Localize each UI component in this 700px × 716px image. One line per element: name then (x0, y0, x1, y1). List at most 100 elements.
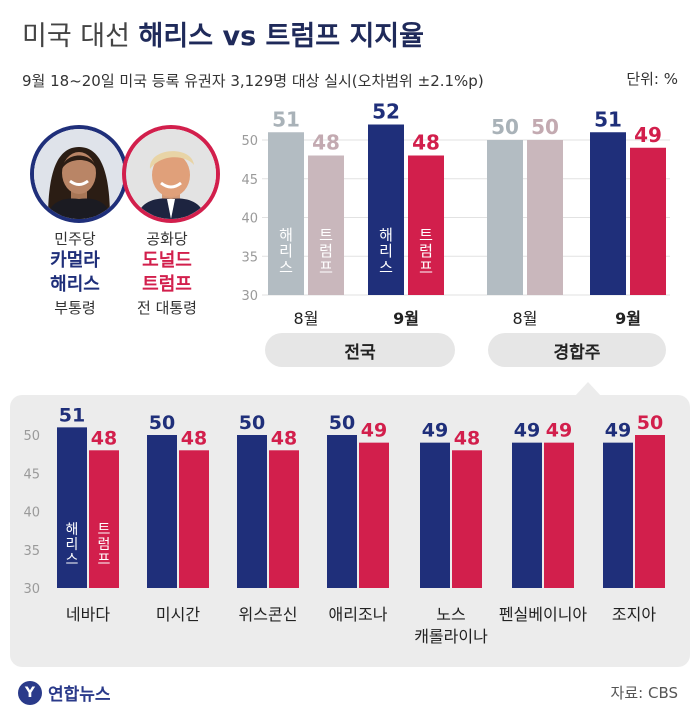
trump-party: 공화당 (146, 230, 188, 248)
harris-name-line1: 카멀라 (50, 250, 100, 271)
source-label: 자료: CBS (610, 684, 678, 702)
harris-party: 민주당 (54, 230, 96, 248)
x-category-label: 9월 (615, 309, 641, 328)
y-tick-label: 50 (241, 134, 258, 149)
trump-info: 공화당 도널드 트럼프 전 대통령 (112, 228, 222, 318)
harris-info: 민주당 카멀라 해리스 부통령 (20, 228, 130, 318)
bar (635, 435, 665, 588)
harris-portrait (30, 125, 128, 223)
bar (147, 435, 177, 588)
harris-role: 부통령 (54, 299, 96, 317)
bar (359, 442, 389, 588)
bar-value-label: 49 (361, 420, 387, 442)
trump-portrait (122, 125, 220, 223)
x-category-label: 조지아 (612, 605, 656, 624)
bar-value-label: 52 (372, 100, 400, 124)
y-tick-label: 50 (23, 429, 40, 444)
bar-value-label: 48 (312, 131, 340, 155)
y-tick-label: 30 (23, 582, 40, 597)
bar (512, 442, 542, 588)
survey-subtitle: 9월 18~20일 미국 등록 유권자 3,129명 대상 실시(오차범위 ±2… (22, 72, 484, 90)
bar-value-label: 49 (605, 420, 631, 442)
y-tick-label: 30 (241, 289, 258, 304)
bar (487, 140, 523, 295)
swing-group-label: 경합주 (488, 333, 666, 367)
bar (452, 450, 482, 588)
x-category-label: 네바다 (66, 605, 110, 624)
x-category-label: 애리조나 (329, 605, 388, 624)
trump-name-line1: 도널드 (142, 250, 192, 271)
bar-value-label: 49 (422, 420, 448, 442)
bar (590, 132, 626, 295)
x-category-label: 9월 (393, 309, 419, 328)
bar-value-label: 48 (91, 427, 117, 449)
bar-value-label: 50 (531, 115, 559, 139)
title-main: 해리스 vs 트럼프 지지율 (138, 21, 424, 52)
panel-pointer (575, 382, 601, 396)
x-category-label: 위스콘신 (239, 605, 298, 624)
yonhap-logo-icon: Y (18, 680, 42, 705)
bar-value-label: 48 (454, 427, 480, 449)
bar (527, 140, 563, 295)
bar (630, 147, 666, 295)
bar-value-label: 49 (634, 123, 662, 147)
harris-name-line2: 해리스 (50, 274, 100, 295)
trump-photo-icon (126, 129, 216, 219)
national-swing-chart: 30 35 40 45 50 51 해 리 스 48 트 럼 프 8월 52 해 리 스 48 트 럼 프 9월 50 50 8월… (241, 100, 670, 328)
x-category-label: 펜실베이니아 (499, 605, 588, 624)
y-tick-label: 35 (241, 250, 258, 265)
y-tick-label: 45 (241, 173, 258, 188)
bar (237, 435, 267, 588)
bar (308, 155, 344, 295)
bar (57, 427, 87, 588)
bar (603, 442, 633, 588)
bar (269, 450, 299, 588)
harris-photo-icon (34, 129, 124, 219)
trump-name-line2: 트럼프 (142, 274, 192, 295)
x-category-label: 8월 (294, 309, 319, 328)
bar-value-label: 50 (149, 412, 175, 434)
bar (89, 450, 119, 588)
x-category-label: 노스 (436, 605, 465, 624)
bar-value-label: 48 (181, 427, 207, 449)
y-tick-label: 35 (23, 544, 40, 559)
y-tick-label: 40 (23, 506, 40, 521)
bar-value-label: 51 (594, 107, 622, 131)
national-group-label: 전국 (265, 333, 455, 367)
y-tick-label: 45 (23, 467, 40, 482)
x-category-label: 8월 (513, 309, 538, 328)
bar-value-label: 50 (491, 115, 519, 139)
bar-value-label: 49 (546, 420, 572, 442)
page-title: 미국 대선 해리스 vs 트럼프 지지율 (22, 14, 424, 53)
trump-role: 전 대통령 (137, 299, 197, 317)
bar (544, 442, 574, 588)
bar-value-label: 49 (514, 420, 540, 442)
bar-value-label: 50 (329, 412, 355, 434)
bar-value-label: 48 (412, 131, 440, 155)
x-category-label: 미시간 (156, 605, 200, 624)
yonhap-logo: Y 연합뉴스 (18, 680, 111, 705)
yonhap-logo-text: 연합뉴스 (48, 685, 111, 705)
bar (368, 124, 404, 295)
bar (179, 450, 209, 588)
x-category-label: 캐롤라이나 (414, 627, 488, 646)
title-prefix: 미국 대선 (22, 21, 130, 52)
y-tick-label: 40 (241, 212, 258, 227)
bar (408, 155, 444, 295)
bar-value-label: 48 (271, 427, 297, 449)
bar-value-label: 51 (272, 107, 300, 131)
bar-value-label: 51 (59, 404, 85, 426)
unit-label: 단위: % (626, 70, 678, 88)
bar (420, 442, 450, 588)
bar-value-label: 50 (239, 412, 265, 434)
bar (327, 435, 357, 588)
bar-value-label: 50 (637, 412, 663, 434)
bar (268, 132, 304, 295)
